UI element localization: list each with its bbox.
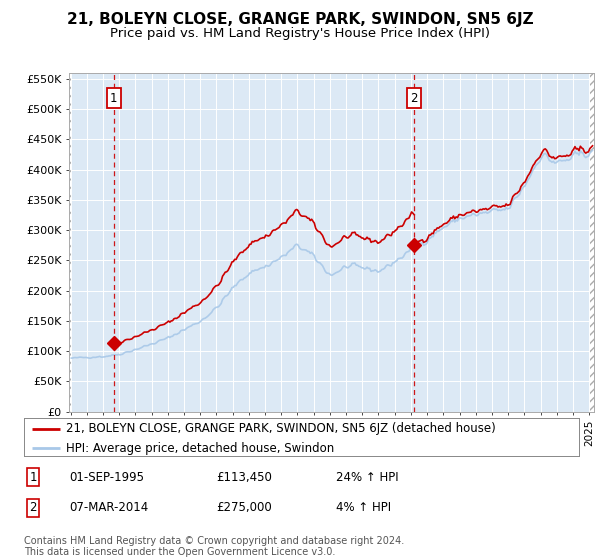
Text: 21, BOLEYN CLOSE, GRANGE PARK, SWINDON, SN5 6JZ (detached house): 21, BOLEYN CLOSE, GRANGE PARK, SWINDON, … xyxy=(65,422,496,436)
Text: 24% ↑ HPI: 24% ↑ HPI xyxy=(336,470,398,484)
Text: 1: 1 xyxy=(110,92,118,105)
Text: 4% ↑ HPI: 4% ↑ HPI xyxy=(336,501,391,515)
Text: HPI: Average price, detached house, Swindon: HPI: Average price, detached house, Swin… xyxy=(65,441,334,455)
Text: Contains HM Land Registry data © Crown copyright and database right 2024.
This d: Contains HM Land Registry data © Crown c… xyxy=(24,535,404,557)
Text: £275,000: £275,000 xyxy=(216,501,272,515)
Text: 21, BOLEYN CLOSE, GRANGE PARK, SWINDON, SN5 6JZ: 21, BOLEYN CLOSE, GRANGE PARK, SWINDON, … xyxy=(67,12,533,27)
Text: 2: 2 xyxy=(29,501,37,515)
Text: 2: 2 xyxy=(410,92,418,105)
Text: 1: 1 xyxy=(29,470,37,484)
Bar xyxy=(67,73,71,412)
Text: 07-MAR-2014: 07-MAR-2014 xyxy=(69,501,148,515)
Text: Price paid vs. HM Land Registry's House Price Index (HPI): Price paid vs. HM Land Registry's House … xyxy=(110,27,490,40)
Bar xyxy=(590,73,595,412)
Text: £113,450: £113,450 xyxy=(216,470,272,484)
Text: 01-SEP-1995: 01-SEP-1995 xyxy=(69,470,144,484)
